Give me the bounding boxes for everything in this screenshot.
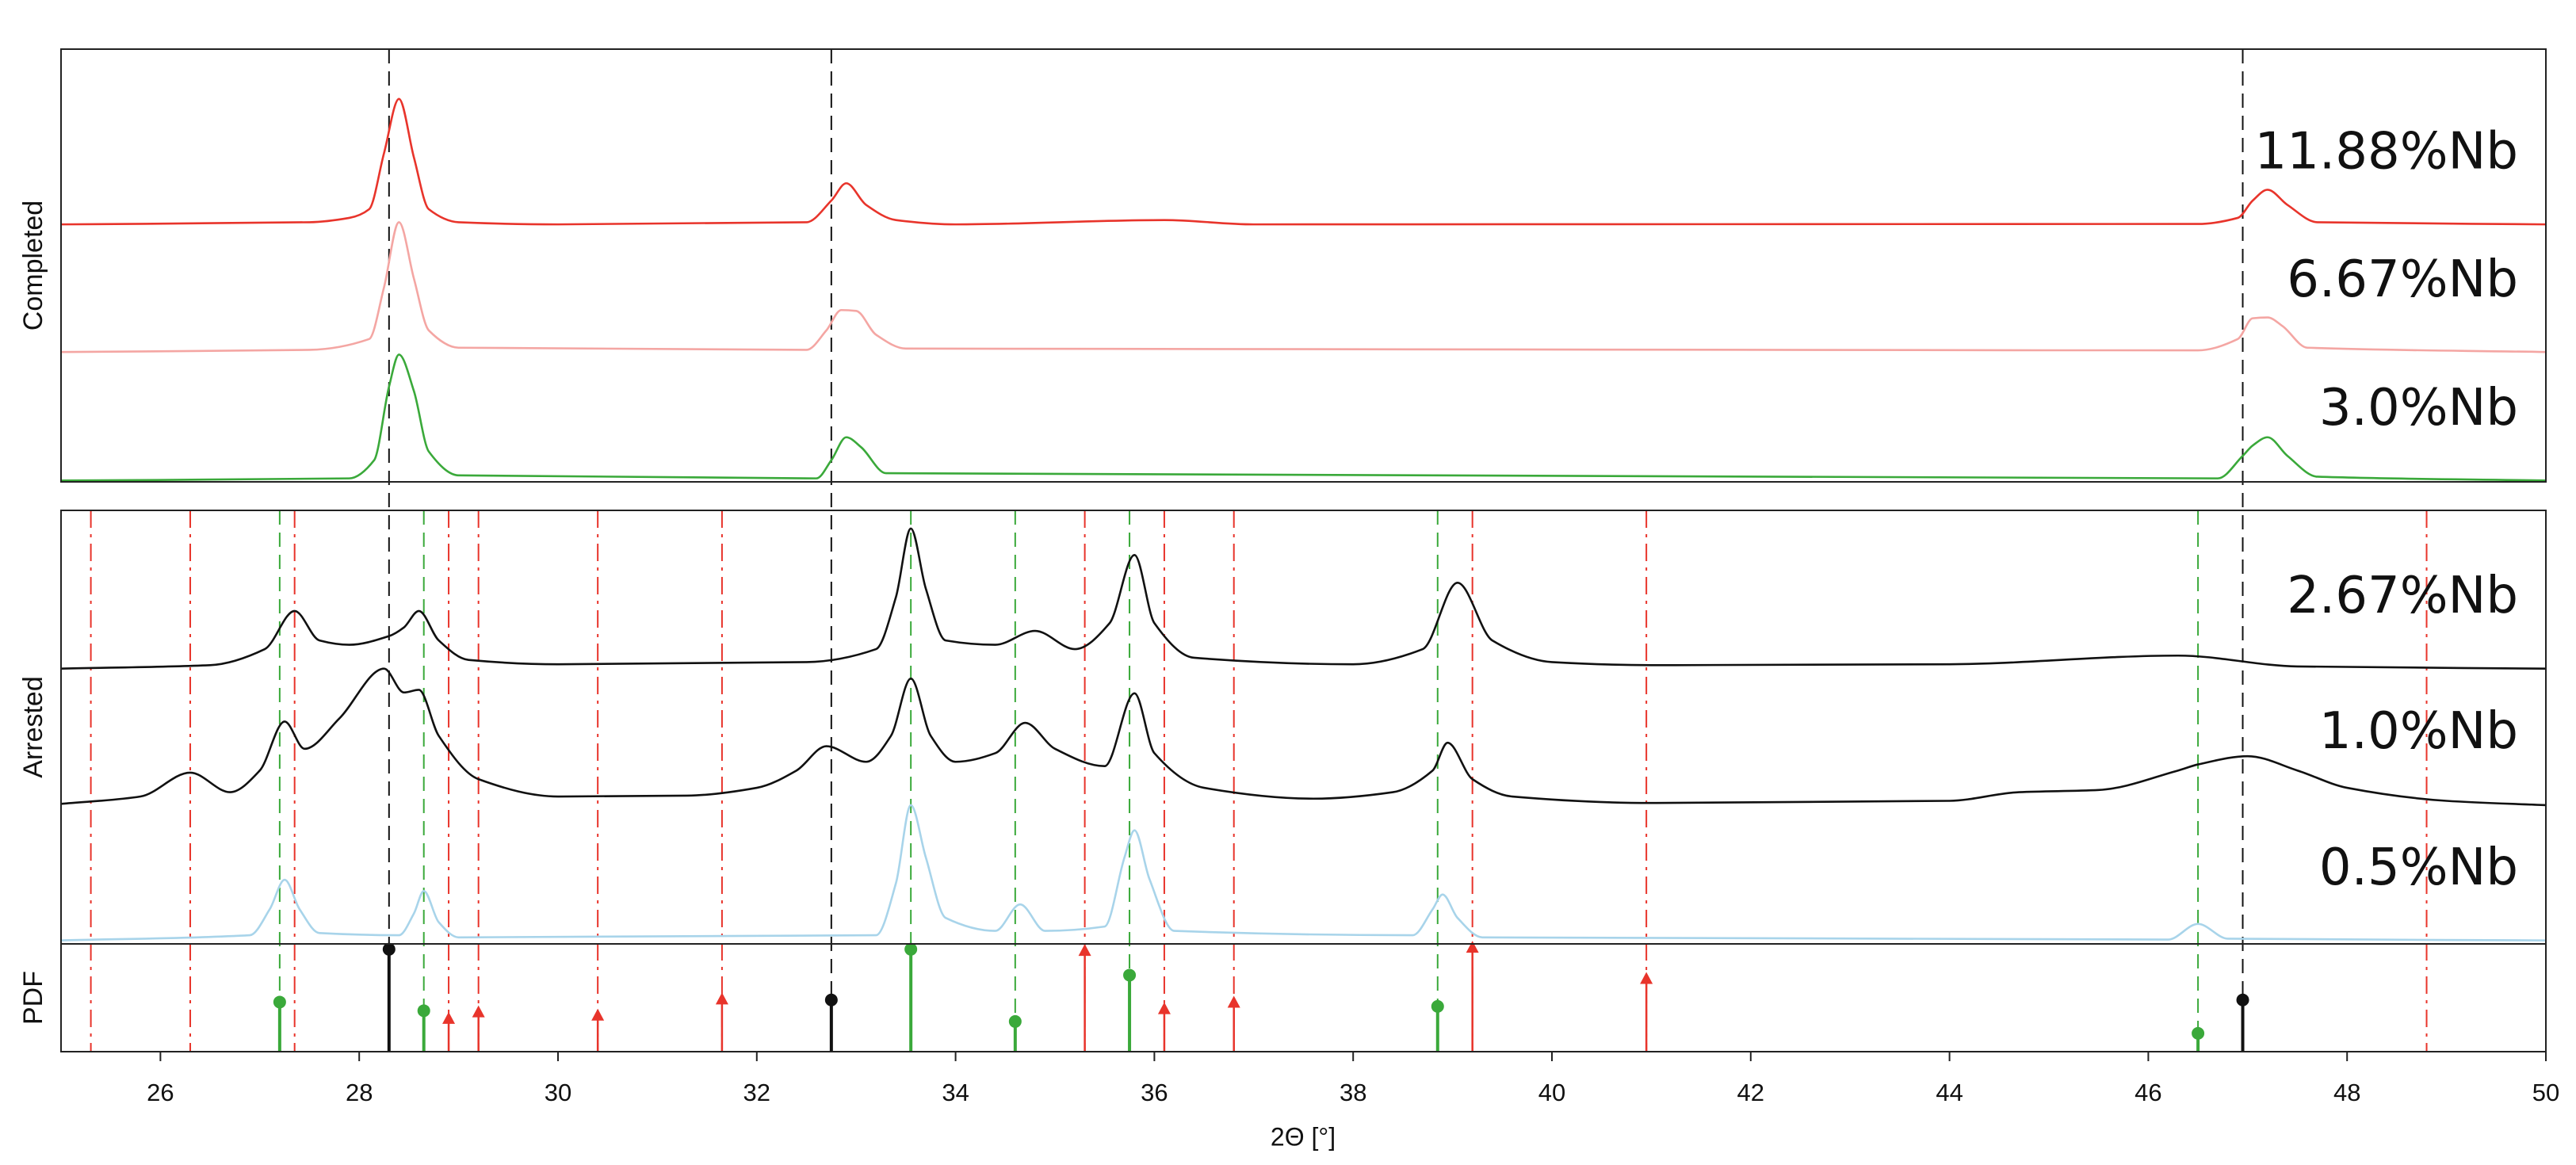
xrd-pattern — [60, 667, 2547, 807]
plots — [60, 97, 2547, 1052]
stem-marker — [1078, 944, 1091, 957]
xrd-pattern — [60, 353, 2547, 482]
x-tick-label: 36 — [1141, 1079, 1168, 1106]
y-axis-label: PDF — [18, 971, 48, 1025]
stem-marker — [472, 1005, 485, 1018]
stem-marker — [1123, 968, 1137, 982]
xrd-pattern — [60, 221, 2547, 353]
stem-marker — [273, 995, 286, 1009]
x-tick-label: 50 — [2532, 1079, 2559, 1106]
stem-marker — [824, 993, 838, 1006]
stem-marker — [442, 1011, 456, 1024]
stem-marker — [591, 1008, 605, 1021]
x-tick-label: 30 — [545, 1079, 571, 1106]
xrd-pattern — [60, 527, 2547, 670]
stem-marker — [1466, 941, 1479, 953]
x-axis-label: 2Θ [°] — [1271, 1122, 1336, 1151]
panel-frame — [60, 510, 2547, 1052]
x-tick-label: 26 — [147, 1079, 174, 1106]
x-tick-label: 40 — [1538, 1079, 1565, 1106]
xrd-pattern — [60, 97, 2547, 226]
guides — [90, 49, 2428, 1052]
xrd-pattern — [60, 804, 2547, 942]
x-tick-label: 28 — [346, 1079, 373, 1106]
stem-marker — [1008, 1014, 1022, 1028]
x-tick-label: 32 — [743, 1079, 770, 1106]
x-tick-label: 38 — [1340, 1079, 1366, 1106]
stem-marker — [1157, 1002, 1171, 1014]
frames — [60, 48, 2547, 1052]
x-tick-label: 42 — [1737, 1079, 1764, 1106]
stem-marker — [2236, 993, 2249, 1006]
stem-marker — [417, 1004, 430, 1018]
series-label: 0.5%Nb — [2319, 838, 2518, 897]
series-label: 3.0%Nb — [2319, 379, 2518, 437]
stem-marker — [2192, 1026, 2205, 1040]
stem-marker — [1227, 995, 1240, 1008]
stem-marker — [715, 992, 728, 1005]
y-axis-label: Completed — [18, 201, 48, 330]
stem-marker — [1431, 999, 1444, 1013]
stem-marker — [904, 942, 918, 956]
x-tick-label: 34 — [942, 1079, 969, 1106]
series-label: 11.88%Nb — [2254, 123, 2518, 181]
series-label: 1.0%Nb — [2319, 702, 2518, 761]
x-tick-label: 46 — [2135, 1079, 2161, 1106]
series-label: 2.67%Nb — [2287, 567, 2518, 625]
x-tick-label: 44 — [1936, 1079, 1963, 1106]
stem-marker — [382, 942, 396, 956]
panel-frame — [60, 48, 2547, 483]
y-axis-label: Arrested — [18, 676, 48, 778]
x-tick-label: 48 — [2333, 1079, 2360, 1106]
series-label: 6.67%Nb — [2287, 250, 2518, 309]
stem-marker — [1640, 972, 1653, 984]
